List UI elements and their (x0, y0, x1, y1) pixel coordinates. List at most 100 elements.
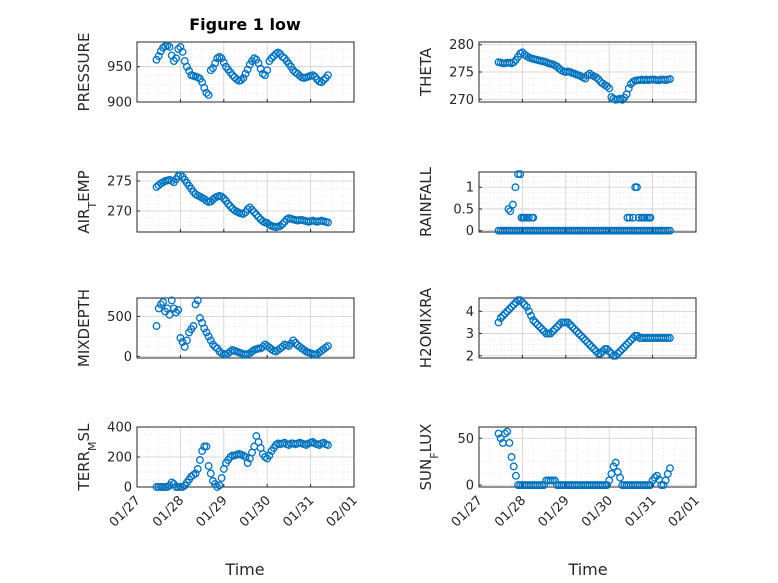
y-tick-label: 275 (449, 66, 474, 81)
data-point (533, 320, 542, 329)
data-point (596, 349, 605, 358)
data-point (167, 296, 176, 305)
data-point (263, 66, 272, 75)
data-point (574, 329, 583, 338)
y-axis-label-main: PRESSURE (75, 33, 93, 112)
data-point (193, 465, 202, 473)
data-point (564, 318, 572, 327)
y-axis-label: AIRTEMP (75, 170, 99, 233)
y-axis-label-main: SUN (417, 459, 435, 491)
data-point (159, 298, 167, 306)
axes-box (136, 41, 355, 103)
y-axis-label: PRESSURE (75, 33, 93, 112)
data-point (518, 298, 527, 307)
data-point (206, 66, 215, 75)
data-point (570, 325, 579, 334)
data-point (508, 200, 517, 209)
data-point (217, 192, 226, 201)
y-tick-label: 0.5 (453, 202, 474, 217)
data-point (611, 458, 620, 467)
data-point (191, 469, 200, 478)
data-point (572, 327, 581, 336)
data-point (200, 83, 209, 92)
y-tick-label: 0 (466, 224, 474, 239)
data-point (579, 334, 588, 342)
y-axis-label-main: H2OMIXRA (417, 287, 435, 368)
data-point (585, 340, 594, 349)
y-tick-label: 3 (466, 327, 474, 342)
x-axis-label-right: Time (567, 560, 607, 579)
data-point (256, 344, 265, 353)
data-point (666, 75, 674, 84)
panel-3: 270 275 AIRTEMP (75, 170, 355, 234)
x-axis-label-left: Time (224, 560, 264, 579)
data-point (154, 304, 163, 313)
data-point (185, 66, 194, 75)
data-point (624, 338, 633, 347)
data-point (191, 300, 200, 309)
y-axis-label-tail: LUX (417, 424, 435, 453)
y-tick-label: 280 (449, 38, 474, 53)
data-point (566, 320, 575, 329)
y-tick-label: 950 (107, 60, 132, 75)
data-point (176, 334, 185, 342)
data-point (324, 218, 332, 227)
data-point (241, 69, 250, 78)
data-point (603, 481, 611, 490)
y-axis-label-subscript: F (428, 452, 441, 458)
data-point (511, 183, 520, 192)
data-point (300, 346, 309, 354)
data-point (284, 342, 293, 350)
data-point (243, 459, 252, 467)
data-point (211, 342, 220, 351)
data-point (613, 349, 622, 358)
data-point (243, 65, 252, 74)
data-point (592, 73, 601, 82)
data-point (224, 199, 233, 208)
data-point (178, 47, 187, 56)
y-tick-label: 900 (107, 96, 132, 111)
data-point (324, 441, 332, 449)
y-axis-label-subscript: M (86, 441, 99, 451)
data-point (518, 48, 527, 57)
data-point (182, 336, 191, 345)
data-point (239, 210, 248, 218)
data-point (198, 447, 207, 455)
panel-1: 900 950 PRESSURE (75, 33, 355, 112)
data-point (618, 95, 627, 104)
data-point (616, 473, 624, 482)
data-point (494, 318, 503, 327)
data-point (626, 336, 635, 345)
data-point (324, 342, 332, 350)
data-point (529, 316, 538, 325)
data-point (317, 78, 326, 87)
data-point (211, 59, 220, 68)
data-point (195, 456, 204, 464)
axes-box (478, 171, 697, 233)
data-point (583, 338, 592, 347)
data-point (501, 429, 509, 438)
data-point (237, 76, 246, 85)
data-point (176, 171, 185, 179)
data-point (178, 338, 187, 346)
y-tick-label: 200 (107, 451, 132, 466)
y-tick-label: 4 (466, 305, 474, 320)
data-point (193, 296, 202, 305)
y-axis-label: SUNFLUX (417, 424, 441, 491)
data-point (202, 442, 211, 451)
data-point (529, 213, 538, 222)
y-axis-label-tail: SL (75, 423, 93, 442)
data-point (243, 205, 252, 214)
data-point (172, 54, 181, 63)
y-axis-label: MIXDEPTH (75, 289, 93, 367)
data-point (527, 311, 536, 320)
y-tick-label: 270 (107, 205, 132, 220)
data-point (228, 71, 237, 80)
data-point (498, 311, 507, 320)
data-point (289, 336, 298, 345)
data-point (208, 64, 217, 73)
y-tick-label: 0 (124, 350, 132, 365)
data-point (154, 52, 163, 61)
data-point (666, 464, 674, 473)
